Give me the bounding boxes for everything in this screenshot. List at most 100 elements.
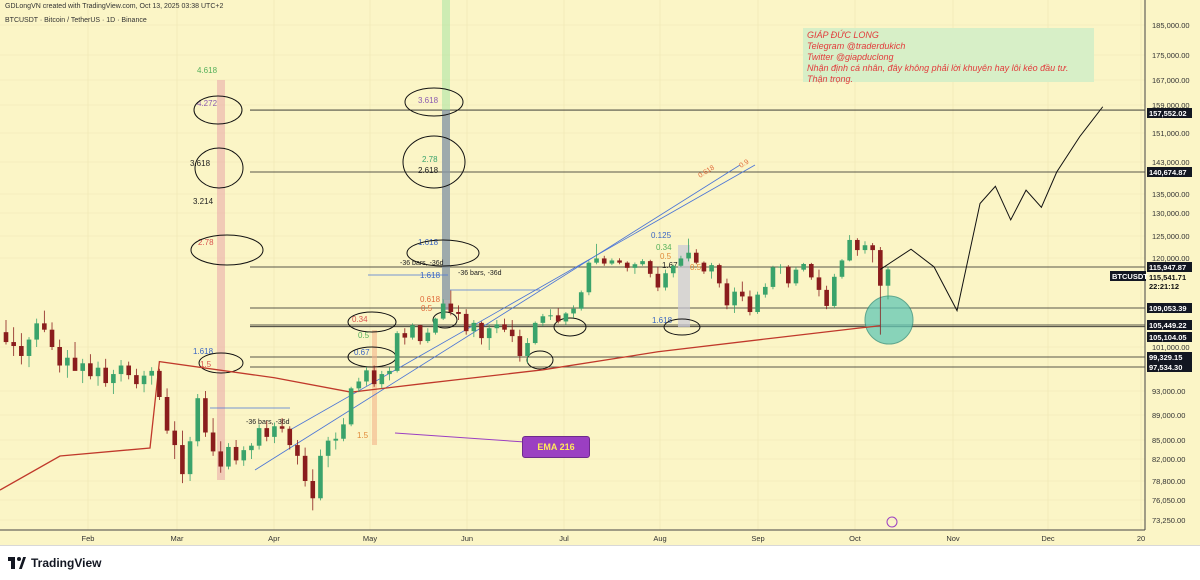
candle-body xyxy=(647,261,653,274)
x-tick-label: Jun xyxy=(461,534,473,543)
candle-body xyxy=(318,455,323,499)
fib-label: 0.9 xyxy=(738,159,750,170)
bar-count-label: -36 bars, -36d xyxy=(458,270,502,277)
fib-label: 1.618 xyxy=(418,238,439,247)
price-tag-box xyxy=(1147,303,1192,313)
y-tick-label: 101,000.00 xyxy=(1152,343,1190,352)
candle-body xyxy=(678,258,684,266)
candle-body xyxy=(739,291,745,297)
candle-body xyxy=(855,239,860,251)
candle-body xyxy=(670,265,676,274)
tradingview-logo-text: TradingView xyxy=(31,556,102,570)
candle-body xyxy=(264,428,270,437)
candle-body xyxy=(203,398,208,433)
annotation-circle xyxy=(663,318,701,336)
x-tick-label: Apr xyxy=(268,534,280,543)
fib-label: 2.618 xyxy=(418,166,439,175)
candle-body xyxy=(770,267,776,287)
candle-body xyxy=(172,430,178,446)
candle-body xyxy=(333,438,339,441)
candle-body xyxy=(88,363,93,377)
candle-body xyxy=(249,445,254,451)
annotation-circle xyxy=(553,317,587,337)
y-tick-label: 125,000.00 xyxy=(1152,232,1190,241)
candle-body xyxy=(371,370,377,385)
candle-body xyxy=(103,367,109,384)
candle-body xyxy=(509,329,515,337)
candle-body xyxy=(65,357,70,366)
note-line-5: Thận trọng. xyxy=(807,74,854,84)
candle-body xyxy=(95,367,101,377)
fib-label: 3.214 xyxy=(193,197,214,206)
candle-body xyxy=(448,303,454,313)
x-tick-label: Nov xyxy=(946,534,960,543)
candle-body xyxy=(809,263,814,278)
fib-label: 4.272 xyxy=(197,99,218,108)
candle-body xyxy=(701,262,707,272)
candle-body xyxy=(494,324,500,329)
candle-body xyxy=(762,286,768,295)
y-tick-label: 89,000.00 xyxy=(1152,411,1185,420)
candle-body xyxy=(118,365,124,375)
candle-body xyxy=(218,451,224,467)
candle-body xyxy=(486,328,492,339)
x-tick-label: Mar xyxy=(171,534,184,543)
candle-body xyxy=(479,322,484,339)
candle-body xyxy=(287,428,293,446)
y-tick-label: 76,050.00 xyxy=(1152,496,1185,505)
price-tag-box xyxy=(1147,108,1192,118)
price-tag-label: 22:21:12 xyxy=(1149,282,1179,291)
candle-body xyxy=(26,339,32,356)
annotation-circle xyxy=(198,352,244,374)
candle-body xyxy=(555,315,561,322)
candle-body xyxy=(870,245,875,251)
fib-label: 2.78 xyxy=(198,238,214,247)
candle-body xyxy=(832,276,837,306)
y-tick-label: 151,000.00 xyxy=(1152,129,1190,138)
candle-body xyxy=(747,296,753,313)
candle-body xyxy=(417,325,423,342)
candle-body xyxy=(471,322,477,332)
fib-label: 1.618 xyxy=(193,347,214,356)
annotation-circle xyxy=(190,234,264,266)
candle-body xyxy=(187,441,193,475)
annotation-circle xyxy=(347,311,397,333)
tradingview-logo-icon xyxy=(8,557,26,569)
candle-body xyxy=(72,357,78,371)
fib-label: 0.5 xyxy=(660,252,672,261)
candle-body xyxy=(456,312,461,314)
candle-body xyxy=(279,426,285,429)
price-tag-label: 105,104.05 xyxy=(1149,333,1187,342)
author-note: GIÁP ĐỨC LONG Telegram @traderdukich Twi… xyxy=(803,28,1094,84)
ema-tag-pointer xyxy=(394,432,526,443)
candle-body xyxy=(609,260,615,264)
candle-body xyxy=(885,269,891,286)
candle-body xyxy=(226,446,231,467)
candle-body xyxy=(517,336,523,356)
fib-label: 1.67 xyxy=(662,261,678,270)
price-tag-box xyxy=(1110,271,1146,281)
y-tick-label: 78,800.00 xyxy=(1152,477,1185,486)
candle-body xyxy=(548,315,553,317)
candle-body xyxy=(134,375,139,385)
candle-body xyxy=(433,318,438,333)
y-tick-label: 159,000.00 xyxy=(1152,101,1190,110)
candle-body xyxy=(410,325,415,338)
candle-body xyxy=(878,250,883,286)
candle-body xyxy=(325,440,331,456)
fib-label: 0.5 xyxy=(358,331,370,340)
candle-body xyxy=(586,262,592,293)
fib-label: 1.618 xyxy=(652,316,673,325)
fib-label: 3.618 xyxy=(190,159,211,168)
fib-label: 0.125 xyxy=(651,231,672,240)
btc-chart[interactable]: 4.618 4.272 3.618 3.214 2.78 1.618 1.5 3.618 2.7… xyxy=(0,0,1200,545)
footer-bar: TradingView xyxy=(0,545,1200,580)
candle-body xyxy=(425,332,431,342)
tradingview-logo[interactable]: TradingView xyxy=(8,556,101,570)
candle-body xyxy=(195,398,201,442)
candle-body xyxy=(624,262,630,268)
candle-body xyxy=(571,308,576,314)
candle-body xyxy=(755,294,760,313)
channel-line xyxy=(254,164,741,471)
price-tag-box xyxy=(1147,320,1192,330)
